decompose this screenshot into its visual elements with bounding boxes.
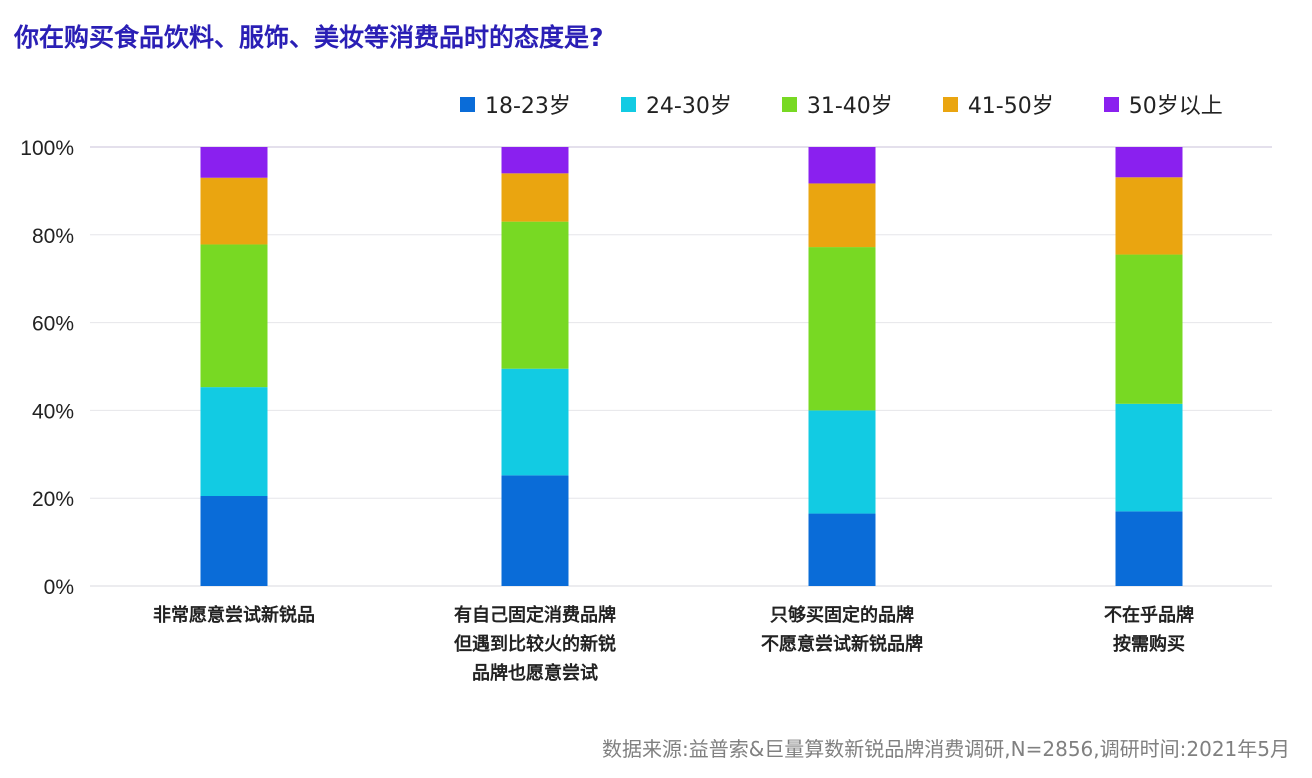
bar-segment xyxy=(200,496,268,586)
legend-label: 50岁以上 xyxy=(1128,94,1223,119)
legend-label: 24-30岁 xyxy=(645,94,732,119)
bar-segment xyxy=(1115,403,1183,512)
bar-segment xyxy=(200,147,268,178)
legend-swatch xyxy=(781,96,797,112)
x-category-label: 非常愿意尝试新锐品 xyxy=(153,604,315,626)
y-tick-label: 20% xyxy=(32,488,74,511)
data-source-note: 数据来源:益普索&巨量算数新锐品牌消费调研,N=2856,调研时间:2021年5… xyxy=(601,737,1290,761)
bar-segment xyxy=(1115,147,1183,178)
bar-segment xyxy=(1115,177,1183,255)
legend-swatch xyxy=(620,96,636,112)
bar-segment xyxy=(501,475,569,586)
legend-label: 41-50岁 xyxy=(967,94,1054,119)
bar-segment xyxy=(200,387,268,497)
bar-segment xyxy=(501,221,569,369)
legend-swatch xyxy=(942,96,958,112)
legend-swatch xyxy=(1103,96,1119,112)
bar-segment xyxy=(1115,254,1183,404)
legend-label: 31-40岁 xyxy=(806,94,893,119)
y-tick-label: 60% xyxy=(32,313,74,336)
x-category-label: 按需购买 xyxy=(1113,633,1185,655)
bar-segment xyxy=(501,147,569,174)
legend-item-31-40: 31-40岁 xyxy=(781,88,893,120)
chart-title: 你在购买食品饮料、服饰、美妆等消费品时的态度是? xyxy=(14,23,604,52)
x-category-label: 有自己固定消费品牌 xyxy=(454,604,616,626)
bar-segment xyxy=(501,173,569,222)
x-category-label: 不在乎品牌 xyxy=(1104,604,1194,626)
bar-segment xyxy=(808,147,876,184)
legend-item-18-23: 18-23岁 xyxy=(460,88,571,120)
bar-segment xyxy=(808,410,876,514)
x-category-label: 但遇到比较火的新锐 xyxy=(453,633,616,655)
bar-segment xyxy=(200,244,268,388)
legend-item-41-50: 41-50岁 xyxy=(942,88,1054,120)
bar-segment xyxy=(808,513,876,586)
y-tick-label: 40% xyxy=(32,400,74,423)
x-category-label: 只够买固定的品牌 xyxy=(770,604,914,626)
bar-segment xyxy=(501,368,569,476)
bar-segment xyxy=(808,247,876,411)
y-tick-label: 80% xyxy=(32,225,74,248)
y-tick-label: 100% xyxy=(20,137,74,160)
x-category-label: 品牌也愿意尝试 xyxy=(472,662,598,684)
x-category-label: 不愿意尝试新锐品牌 xyxy=(761,633,923,655)
legend-item-50-plus: 50岁以上 xyxy=(1103,88,1223,120)
bar-segment xyxy=(200,177,268,245)
y-tick-label: 0% xyxy=(44,576,74,599)
legend: 18-23岁 24-30岁 31-40岁 41-50岁 50岁以上 xyxy=(460,88,1223,120)
legend-item-24-30: 24-30岁 xyxy=(620,88,732,120)
bar-segment xyxy=(1115,511,1183,586)
bar-segment xyxy=(808,183,876,248)
legend-swatch xyxy=(460,96,475,112)
legend-label: 18-23岁 xyxy=(485,94,571,119)
